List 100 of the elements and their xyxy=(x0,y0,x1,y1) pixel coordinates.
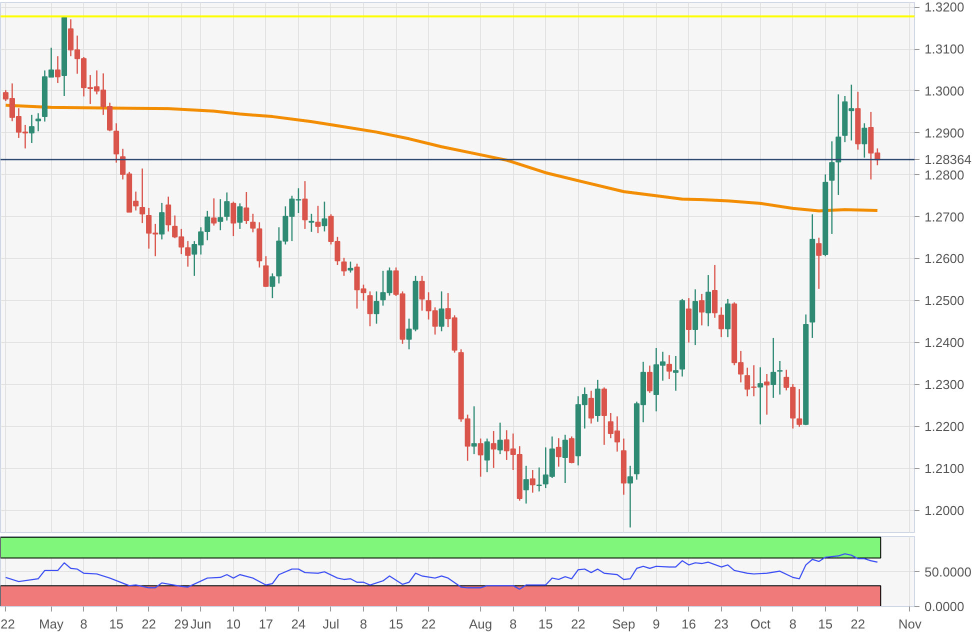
candlestick xyxy=(224,192,230,222)
candlestick xyxy=(348,260,354,274)
category-label: Jul xyxy=(322,616,340,632)
category-label: 22 xyxy=(0,616,15,632)
candlestick xyxy=(562,434,568,484)
y-tick-label: 1.3000 xyxy=(924,83,964,98)
y-tick-label: 1.2800 xyxy=(924,167,964,182)
candlestick xyxy=(706,274,712,327)
candlestick xyxy=(237,202,243,230)
candlestick xyxy=(718,306,724,338)
candlestick xyxy=(666,354,672,380)
candlestick xyxy=(686,297,692,344)
category-label: Oct xyxy=(750,616,770,632)
candlestick xyxy=(28,114,34,144)
candlestick xyxy=(140,168,146,224)
y-tick-label: 1.2600 xyxy=(924,251,964,266)
candlestick xyxy=(471,406,477,455)
candlestick xyxy=(796,388,802,428)
candlestick xyxy=(159,202,165,240)
candlestick xyxy=(536,466,542,492)
candlestick xyxy=(230,201,236,237)
category-label: 17 xyxy=(258,616,274,632)
candlestick xyxy=(770,337,776,399)
candlestick xyxy=(438,290,444,332)
candlestick xyxy=(646,364,653,394)
candlestick xyxy=(322,201,328,232)
category-label: 15 xyxy=(818,616,833,632)
y-tick-label: 1.2000 xyxy=(924,502,964,518)
category-label: 9 xyxy=(652,616,660,632)
candlestick xyxy=(829,140,835,235)
candlestick xyxy=(302,180,308,230)
category-label: Sep xyxy=(612,616,636,632)
candlestick xyxy=(419,275,425,312)
candlestick xyxy=(777,360,783,396)
candlestick xyxy=(568,436,574,464)
candlestick xyxy=(374,290,380,324)
category-label: 24 xyxy=(291,616,306,632)
y-tick-label: 1.2500 xyxy=(924,293,964,308)
candlestick xyxy=(484,438,490,473)
category-label: 16 xyxy=(682,616,696,632)
candlestick xyxy=(341,257,347,277)
candlestick xyxy=(764,373,770,416)
candlestick xyxy=(523,465,529,504)
candlestick xyxy=(588,390,594,424)
category-label: 8 xyxy=(360,616,368,632)
line-series xyxy=(5,553,878,590)
y-tick-label: 1.2400 xyxy=(924,335,964,350)
category-label: 15 xyxy=(388,616,404,632)
y-tick-label: 1.3200 xyxy=(924,0,964,15)
category-label: 22 xyxy=(142,616,156,632)
category-label: 10 xyxy=(226,616,241,632)
candlestick xyxy=(185,240,191,268)
candlestick xyxy=(35,112,42,132)
y-tick-label: 1.3100 xyxy=(924,42,964,57)
candlestick xyxy=(758,366,764,425)
category-label: Aug xyxy=(469,616,492,632)
candlestick xyxy=(54,56,61,84)
candlestick xyxy=(315,205,321,234)
candlestick xyxy=(166,196,172,232)
y-tick-label: 1.2100 xyxy=(924,460,964,476)
category-label: 8 xyxy=(80,616,88,632)
candlestick xyxy=(712,264,718,318)
candlestick xyxy=(244,191,250,225)
candlestick xyxy=(699,293,705,326)
candlestick xyxy=(556,438,562,468)
candlestick xyxy=(530,469,536,494)
candlestick xyxy=(263,256,269,288)
candlestick xyxy=(218,198,224,231)
y-tick-label: 1.2300 xyxy=(924,376,964,392)
category-label: 29 xyxy=(174,616,189,632)
candlestick xyxy=(497,422,503,455)
candlestick xyxy=(367,290,373,327)
category-label: Jun xyxy=(190,616,212,632)
candlestick xyxy=(270,272,276,299)
candlestick xyxy=(250,213,256,233)
candlestick xyxy=(672,355,679,392)
y-tick-label: 50.0000 xyxy=(924,564,972,580)
candlestick xyxy=(490,430,496,469)
candlestick xyxy=(478,438,484,478)
candlestick xyxy=(114,122,120,164)
ref-line-label: 1.28364 xyxy=(924,152,972,168)
category-label: Nov xyxy=(898,616,922,632)
y-tick-label: 1.2700 xyxy=(924,209,964,224)
y-tick-label: 0.0000 xyxy=(924,599,964,614)
y-tick-label: 1.2200 xyxy=(924,418,964,434)
category-label: May xyxy=(38,616,64,632)
category-label: 8 xyxy=(789,616,796,632)
category-label: 15 xyxy=(109,616,124,632)
category-label: 22 xyxy=(421,616,436,632)
candlestick xyxy=(211,198,217,226)
candlestick xyxy=(816,237,822,290)
category-label: 22 xyxy=(570,616,586,632)
category-label: 8 xyxy=(510,616,517,632)
candlestick xyxy=(862,122,868,158)
y-tick-label: 1.2900 xyxy=(924,125,964,140)
line-series xyxy=(4,104,879,212)
category-label: 23 xyxy=(714,616,729,632)
category-label: 22 xyxy=(850,616,866,632)
candlestick xyxy=(627,465,633,528)
category-label: 15 xyxy=(538,616,553,632)
